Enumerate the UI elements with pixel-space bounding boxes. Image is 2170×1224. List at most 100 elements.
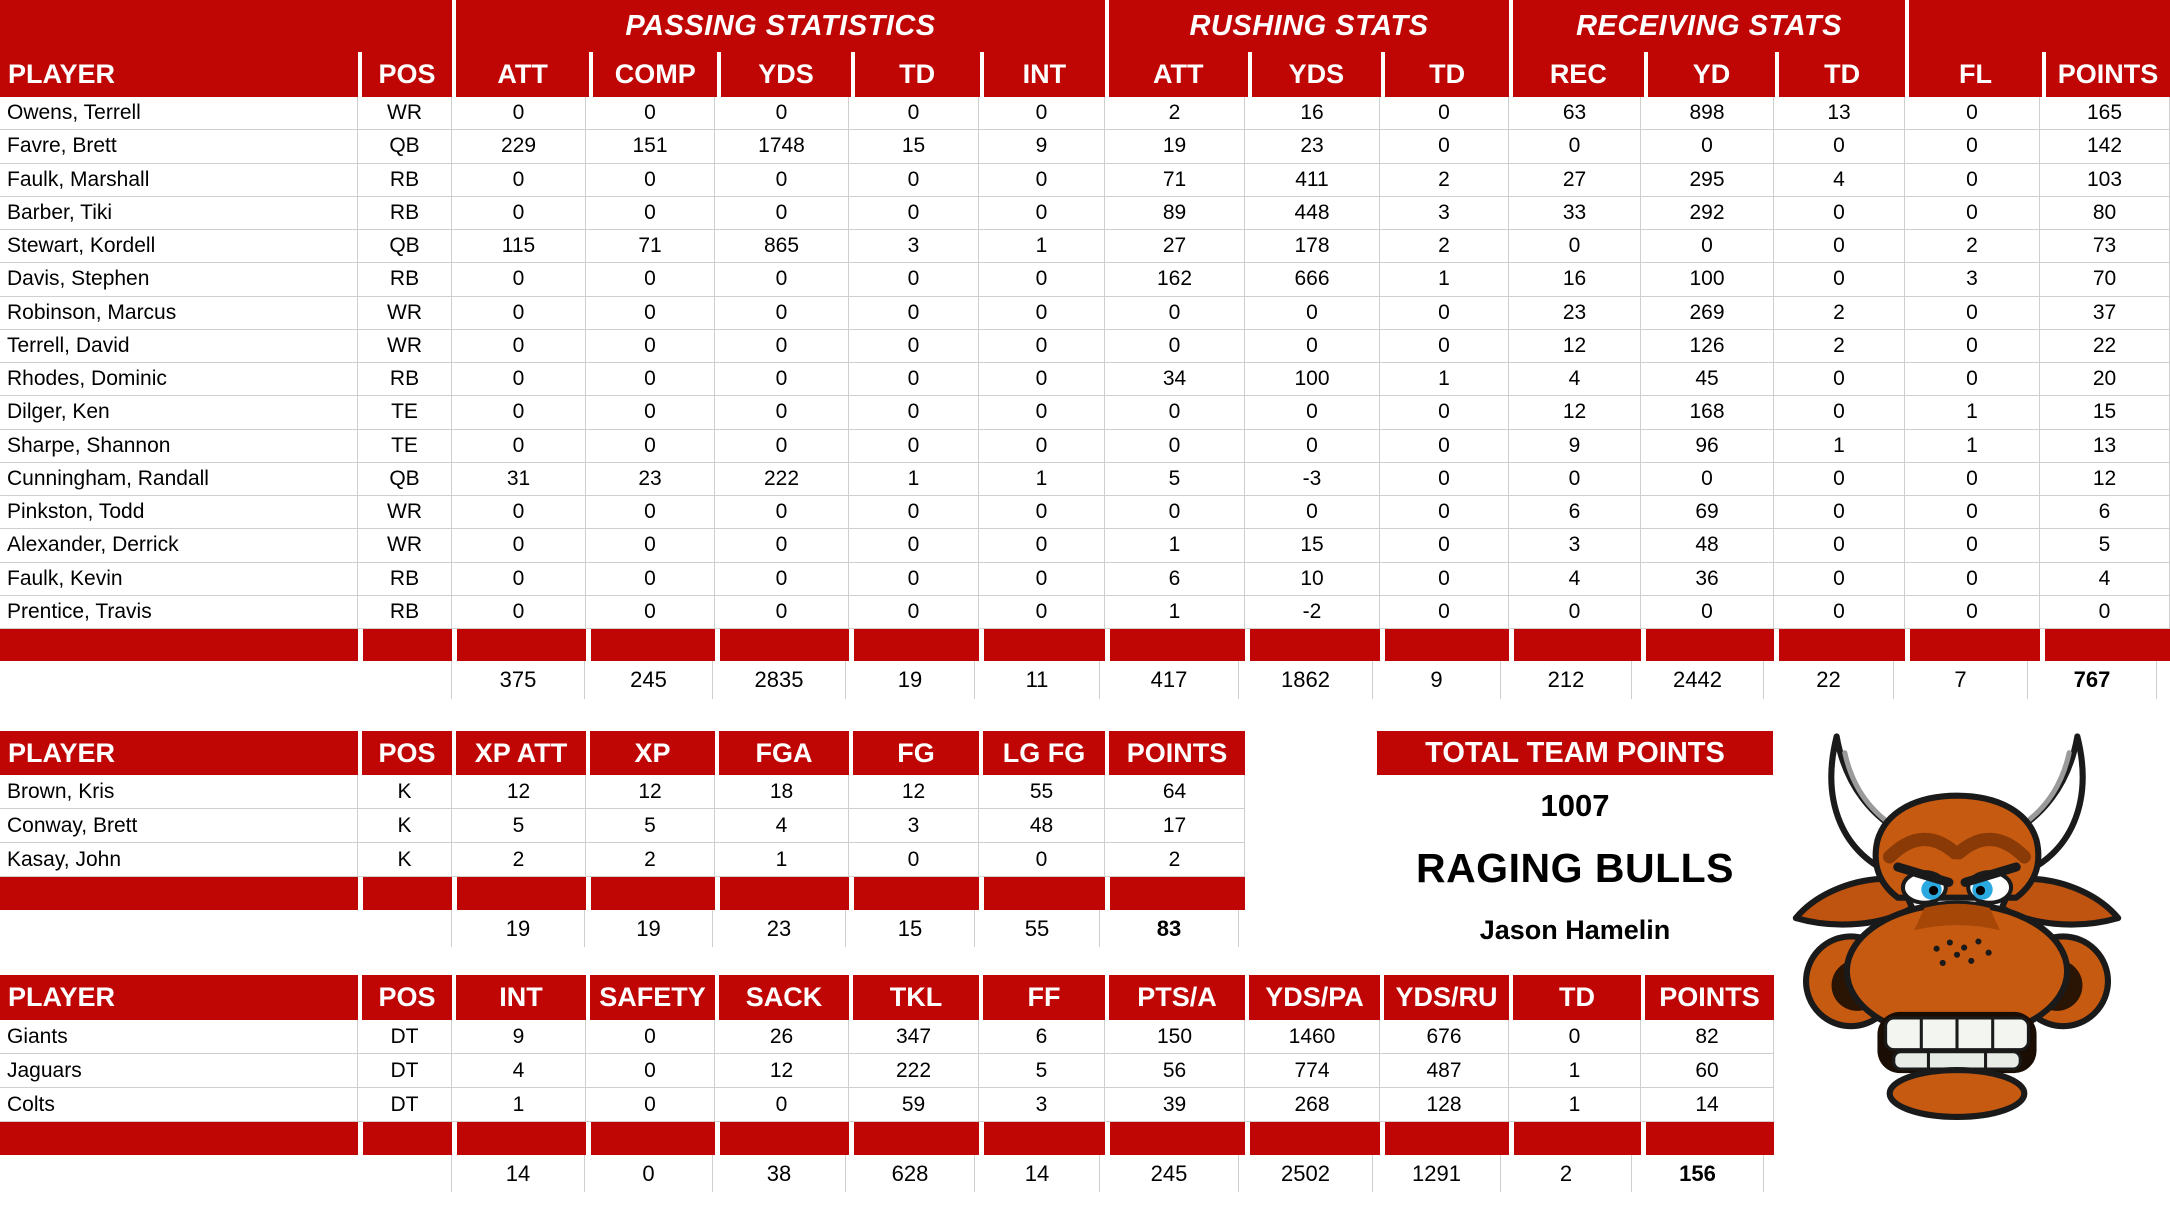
total-stat-cell: 55 xyxy=(974,910,1100,947)
stat-cell: 0 xyxy=(1905,595,2040,629)
separator-segment xyxy=(1380,629,1509,661)
stat-cell: 0 xyxy=(1380,429,1509,463)
total-stat-cell: 19 xyxy=(845,661,975,699)
stat-cell: 0 xyxy=(1380,296,1509,330)
stat-cell: 0 xyxy=(849,196,979,230)
group-title-blank xyxy=(0,0,452,52)
position-cell: RB xyxy=(358,263,452,297)
kicker-table-header: PLAYER POS XP ATT XP FGA FG LG FG POINTS xyxy=(0,731,1245,775)
stat-cell: 2 xyxy=(586,843,715,877)
stat-cell: 80 xyxy=(2040,196,2170,230)
stat-cell: 26 xyxy=(715,1020,849,1054)
stat-cell: 0 xyxy=(979,429,1105,463)
stat-cell: 15 xyxy=(2040,396,2170,430)
stat-cell: 0 xyxy=(452,329,586,363)
stat-cell: 64 xyxy=(1105,775,1245,809)
table-row: Cunningham, Randall QB 31 23 222 1 1 5 -3 0 0 0 0 0 12 xyxy=(0,462,2170,496)
stat-cell: 3 xyxy=(849,230,979,264)
stat-cell: 0 xyxy=(979,97,1105,131)
column-header: TKL xyxy=(849,975,979,1020)
column-header: PTS/A xyxy=(1105,975,1245,1020)
table-row: Barber, Tiki RB 0 0 0 0 0 89 448 3 33 292 0 0 80 xyxy=(0,196,2170,230)
stat-cell: 0 xyxy=(849,363,979,397)
column-header: INT xyxy=(452,975,586,1020)
stat-cell: 55 xyxy=(979,775,1105,809)
stat-cell: 1 xyxy=(979,462,1105,496)
stat-cell: 96 xyxy=(1641,429,1774,463)
column-header: PLAYER xyxy=(8,59,116,89)
defense-table-header: PLAYER POS INT SAFETY SACK TKL FF PTS/A YDS/PA YD… xyxy=(0,975,1774,1020)
stat-cell: 0 xyxy=(1245,429,1380,463)
stat-cell: 0 xyxy=(586,363,715,397)
position-cell: WR xyxy=(358,329,452,363)
stat-cell: 0 xyxy=(1905,196,2040,230)
stat-cell: 1 xyxy=(1774,429,1905,463)
stat-cell: 168 xyxy=(1641,396,1774,430)
total-stat-cell: 767 xyxy=(2027,661,2157,699)
stat-cell: 12 xyxy=(2040,462,2170,496)
stat-cell: 12 xyxy=(452,775,586,809)
position-cell: DT xyxy=(358,1054,452,1088)
table-row: Sharpe, Shannon TE 0 0 0 0 0 0 0 0 9 96 1 1 13 xyxy=(0,429,2170,463)
stat-cell: 0 xyxy=(979,396,1105,430)
stat-cell: 2 xyxy=(1774,296,1905,330)
total-stat-cell: 1291 xyxy=(1372,1155,1501,1192)
total-stat-cell: 23 xyxy=(712,910,846,947)
stat-cell: 268 xyxy=(1245,1088,1380,1122)
position-cell: WR xyxy=(358,97,452,131)
stat-cell: 82 xyxy=(1641,1020,1774,1054)
table-row: Giants DT 9 0 26 347 6 150 1460 676 0 82 xyxy=(0,1020,1774,1054)
table-row: Stewart, Kordell QB 115 71 865 3 1 27 178 2 0 0 0 2 73 xyxy=(0,230,2170,264)
table-row: Conway, Brett K 5 5 4 3 48 17 xyxy=(0,809,1245,843)
stat-cell: 1460 xyxy=(1245,1020,1380,1054)
total-blank-cell xyxy=(358,910,452,947)
stat-cell: 6 xyxy=(2040,496,2170,530)
stat-cell: 0 xyxy=(1105,496,1245,530)
player-name-cell: Terrell, David xyxy=(0,329,358,363)
header-group-blank: PLAYER POS xyxy=(0,0,452,97)
stat-cell: 71 xyxy=(1105,163,1245,197)
column-header: XP xyxy=(586,731,715,775)
header-group: RECEIVING STATS REC YD TD xyxy=(1509,0,1905,97)
separator-segment xyxy=(849,877,979,910)
stat-cell: 0 xyxy=(1905,562,2040,596)
stat-cell: 12 xyxy=(1509,396,1641,430)
player-name-cell: Rhodes, Dominic xyxy=(0,363,358,397)
stat-cell: 71 xyxy=(586,230,715,264)
stat-cell: 69 xyxy=(1641,496,1774,530)
stat-cell: 100 xyxy=(1245,363,1380,397)
stat-cell: 0 xyxy=(1380,595,1509,629)
table-row: Jaguars DT 4 0 12 222 5 56 774 487 1 60 xyxy=(0,1054,1774,1088)
total-blank-cell xyxy=(358,1155,452,1192)
stat-cell: 0 xyxy=(1905,130,2040,164)
stat-cell: 0 xyxy=(979,196,1105,230)
stat-cell: 0 xyxy=(715,363,849,397)
stat-cell: 36 xyxy=(1641,562,1774,596)
stat-cell: 0 xyxy=(452,363,586,397)
separator-segment xyxy=(715,629,849,661)
position-cell: RB xyxy=(358,562,452,596)
stat-cell: 18 xyxy=(715,775,849,809)
stat-cell: 0 xyxy=(849,562,979,596)
total-stat-cell: 9 xyxy=(1372,661,1501,699)
kicker-separator-bar xyxy=(0,877,1245,910)
stat-cell: 3 xyxy=(1380,196,1509,230)
stat-cell: 0 xyxy=(979,363,1105,397)
stat-cell: 128 xyxy=(1380,1088,1509,1122)
stat-cell: 0 xyxy=(452,496,586,530)
stat-cell: -2 xyxy=(1245,595,1380,629)
team-owner-name: Jason Hamelin xyxy=(1479,915,1671,945)
stat-cell: 0 xyxy=(586,1020,715,1054)
stat-cell: 150 xyxy=(1105,1020,1245,1054)
stat-cell: 27 xyxy=(1105,230,1245,264)
stat-cell: 5 xyxy=(1105,462,1245,496)
stat-cell: 0 xyxy=(1509,1020,1641,1054)
stat-cell: 0 xyxy=(715,429,849,463)
stat-cell: 20 xyxy=(2040,363,2170,397)
table-row: Robinson, Marcus WR 0 0 0 0 0 0 0 0 23 269 2 0 37 xyxy=(0,296,2170,330)
position-cell: DT xyxy=(358,1088,452,1122)
column-header: LG FG xyxy=(979,731,1105,775)
column-header: YDS xyxy=(717,52,850,97)
player-name-cell: Cunningham, Randall xyxy=(0,462,358,496)
table-row: Brown, Kris K 12 12 18 12 55 64 xyxy=(0,775,1245,809)
